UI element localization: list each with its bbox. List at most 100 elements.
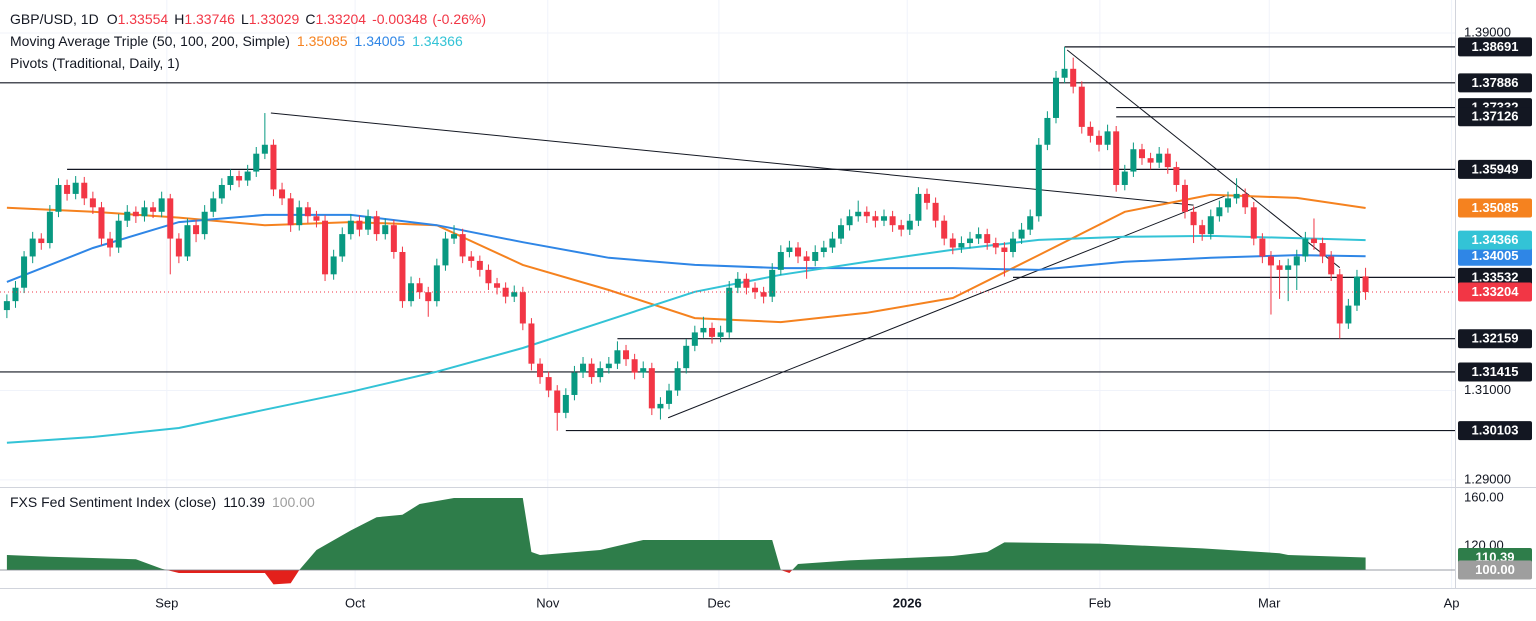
pivot-label-box xyxy=(1458,37,1532,57)
candle-body xyxy=(1250,207,1257,239)
pivot-label: 1.38691 xyxy=(1472,39,1519,54)
candle-body xyxy=(1216,207,1223,217)
candle-body xyxy=(709,327,716,337)
candle-body xyxy=(1319,243,1326,257)
candle-body xyxy=(1353,276,1360,306)
candle-body xyxy=(932,202,939,221)
candle-body xyxy=(743,278,750,288)
candle-body xyxy=(700,327,707,333)
candle-body xyxy=(141,207,148,217)
candle-body xyxy=(1018,229,1025,239)
candle-body xyxy=(519,292,526,324)
candle-body xyxy=(1044,117,1051,145)
legend-item: L xyxy=(241,11,249,27)
candle-body xyxy=(605,363,612,369)
candle-body xyxy=(433,265,440,302)
candle-body xyxy=(1009,238,1017,252)
candle-body xyxy=(1224,198,1231,208)
ma-label-box xyxy=(1458,246,1532,266)
legend-item: 100.00 xyxy=(272,494,315,510)
candle-body xyxy=(545,377,552,391)
candle-body xyxy=(1302,238,1309,257)
candle-body xyxy=(279,189,286,199)
candle-body xyxy=(1035,144,1042,217)
candle-body xyxy=(476,260,483,270)
candle-body xyxy=(3,301,10,311)
candle-body xyxy=(984,234,991,244)
candle-body xyxy=(726,287,733,333)
candle-body xyxy=(1276,265,1283,270)
candle-body xyxy=(855,211,862,217)
current-price-label-box xyxy=(1458,282,1532,302)
candle-body xyxy=(683,345,690,369)
candle-body xyxy=(1027,216,1034,230)
candle-body xyxy=(829,238,836,248)
pivot-label: 1.31415 xyxy=(1472,364,1519,379)
candle-body xyxy=(12,287,19,302)
candle-body xyxy=(1199,225,1206,235)
candle-body xyxy=(356,220,363,230)
candle-body xyxy=(270,144,277,190)
candle-body xyxy=(863,211,870,217)
candle-body xyxy=(1233,193,1240,199)
candle-body xyxy=(795,247,802,257)
x-tick-label: Feb xyxy=(1089,595,1111,610)
plot xyxy=(0,46,1455,444)
candle-body xyxy=(64,184,71,194)
moving-average-line xyxy=(6,213,1366,283)
grid xyxy=(0,0,1455,588)
candle-body xyxy=(38,238,45,244)
candle-body xyxy=(227,176,234,185)
candle-body xyxy=(752,287,759,293)
candle-body xyxy=(1121,171,1128,185)
ma-label: 1.35085 xyxy=(1472,200,1519,215)
candle-body xyxy=(666,390,673,404)
trendline xyxy=(1066,49,1341,269)
pivot-label-box xyxy=(1458,421,1532,441)
candle-body xyxy=(98,207,105,239)
baseline-label: 100.00 xyxy=(1475,562,1515,577)
x-tick-label: Sep xyxy=(155,595,178,610)
candle-body xyxy=(124,211,131,221)
candle-body xyxy=(442,238,449,266)
candle-body xyxy=(1113,131,1120,185)
ma-label: 1.34005 xyxy=(1472,248,1519,263)
candle-body xyxy=(915,193,922,221)
legend-item: (-0.26%) xyxy=(432,11,486,27)
legend-item: C xyxy=(305,11,315,27)
candle-body xyxy=(399,251,406,302)
candle-body xyxy=(838,225,845,239)
candle-body xyxy=(769,269,776,297)
candle-body xyxy=(287,198,294,226)
candle-body xyxy=(373,216,380,235)
candle-body xyxy=(46,211,53,244)
candle-body xyxy=(1164,153,1171,168)
axes: 1.39000 1.31000 1.29000 Sep Oct Nov Dec 2026 Feb… xyxy=(155,24,1532,610)
candle-body xyxy=(1070,68,1077,87)
candle-body xyxy=(975,234,982,239)
candle-body xyxy=(167,198,174,239)
candle-body xyxy=(365,216,372,230)
legend-item: 1.33029 xyxy=(249,11,300,27)
candle-body xyxy=(451,234,458,239)
candle-body xyxy=(906,220,913,230)
pivot-label-box xyxy=(1458,267,1532,287)
candle-body xyxy=(872,216,879,221)
candle-body xyxy=(1095,135,1102,145)
x-tick-label: Oct xyxy=(345,595,366,610)
candle-body xyxy=(554,390,561,413)
candle-body xyxy=(640,368,647,373)
candle-body xyxy=(382,225,389,235)
legend-item: 1.34366 xyxy=(412,33,463,49)
candle-body xyxy=(1190,211,1197,226)
baseline-label-box xyxy=(1458,560,1532,580)
candle-body xyxy=(777,251,784,270)
candle-body xyxy=(296,207,303,226)
candle-body xyxy=(631,359,638,373)
candle-body xyxy=(1242,193,1249,208)
candle-body xyxy=(236,176,243,181)
candle-body xyxy=(528,323,535,364)
candle-body xyxy=(760,292,767,297)
candle-body xyxy=(966,238,974,244)
candle-body xyxy=(29,238,36,257)
